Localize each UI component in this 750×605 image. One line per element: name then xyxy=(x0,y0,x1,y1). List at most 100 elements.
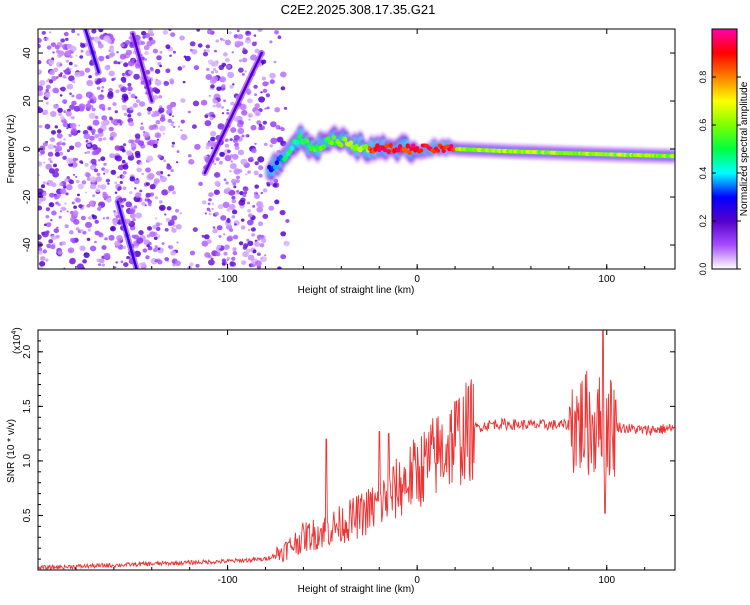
noise-blob xyxy=(47,78,50,81)
noise-blob xyxy=(247,219,254,226)
noise-blob xyxy=(74,158,79,161)
noise-blob xyxy=(216,86,222,92)
noise-blob xyxy=(247,209,252,213)
y-tick-label: 0 xyxy=(22,146,33,152)
noise-blob xyxy=(234,40,242,47)
noise-blob xyxy=(79,55,84,59)
noise-blob xyxy=(180,98,186,103)
noise-blob xyxy=(170,101,177,108)
noise-blob xyxy=(112,102,117,107)
signal-core xyxy=(386,149,391,155)
noise-blob xyxy=(38,60,42,65)
noise-blob xyxy=(125,40,131,45)
noise-blob xyxy=(48,239,54,244)
noise-blob xyxy=(50,244,56,250)
noise-blob xyxy=(77,130,81,133)
noise-blob xyxy=(150,39,156,45)
noise-blob xyxy=(235,179,240,184)
noise-blob xyxy=(39,153,42,157)
spectrogram-ticks: -100 0 100 -40 -20 0 20 40 xyxy=(22,29,675,285)
x-tick-label: -100 xyxy=(218,575,238,586)
noise-blob xyxy=(120,86,127,93)
noise-blob xyxy=(248,118,251,121)
noise-blob xyxy=(71,29,76,33)
signal-core xyxy=(348,140,354,146)
noise-blob xyxy=(207,202,211,206)
noise-blob xyxy=(92,119,100,126)
noise-blob xyxy=(96,86,101,91)
noise-blob xyxy=(78,204,83,209)
noise-blob xyxy=(210,130,217,137)
noise-blob xyxy=(139,126,145,131)
noise-blob xyxy=(257,29,263,32)
noise-blob xyxy=(208,210,212,212)
noise-blob xyxy=(157,247,161,251)
y-tick-label: 0.5 xyxy=(22,508,33,522)
noise-blob xyxy=(221,106,225,109)
noise-blob xyxy=(80,229,84,233)
noise-blob xyxy=(65,59,70,63)
snr-multiplier: (x104) xyxy=(11,327,23,354)
noise-blob xyxy=(42,249,47,254)
noise-blob xyxy=(75,54,78,57)
noise-blob xyxy=(101,263,106,267)
noise-blob xyxy=(254,110,261,117)
snr-ylabel: SNR (10 * v/v) xyxy=(6,419,17,483)
noise-blob xyxy=(74,64,78,68)
noise-blob xyxy=(86,204,91,208)
noise-blob xyxy=(238,169,243,173)
noise-blob xyxy=(224,246,229,251)
noise-blob xyxy=(140,41,145,45)
noise-blob xyxy=(77,193,80,197)
noise-blob xyxy=(167,174,170,177)
noise-blob xyxy=(105,178,110,183)
noise-blob xyxy=(233,185,237,189)
noise-blob xyxy=(54,152,61,157)
noise-blob xyxy=(48,59,55,65)
noise-blob xyxy=(230,101,235,106)
noise-blob xyxy=(170,168,174,173)
noise-blob xyxy=(128,92,131,95)
noise-blob xyxy=(44,123,51,130)
noise-blob xyxy=(249,156,254,160)
noise-blob xyxy=(241,260,247,265)
noise-blob xyxy=(159,222,163,225)
noise-blob xyxy=(108,234,115,241)
noise-blob xyxy=(229,138,233,142)
noise-blob xyxy=(56,226,59,229)
noise-blob xyxy=(110,169,117,175)
noise-blob xyxy=(95,176,103,183)
noise-blob xyxy=(45,101,49,105)
snr-multiplier-prefix: (x10 xyxy=(12,334,23,354)
noise-blob xyxy=(41,31,46,35)
noise-blob xyxy=(102,137,107,141)
noise-blob xyxy=(85,139,89,143)
noise-blob xyxy=(114,145,121,151)
noise-blob xyxy=(223,233,226,236)
noise-blob xyxy=(246,37,250,41)
noise-blob xyxy=(189,48,193,52)
noise-blob xyxy=(93,36,101,43)
noise-blob xyxy=(246,238,250,242)
noise-blob xyxy=(224,39,232,46)
noise-blob xyxy=(40,149,46,155)
noise-blob xyxy=(266,106,270,110)
noise-blob xyxy=(239,103,247,111)
noise-blob xyxy=(234,223,237,226)
noise-blob xyxy=(143,45,150,51)
noise-blob xyxy=(114,155,120,161)
noise-blob xyxy=(182,65,186,68)
noise-blob xyxy=(98,137,103,142)
noise-blob xyxy=(202,51,209,57)
noise-blob xyxy=(252,205,256,208)
noise-blob xyxy=(226,256,230,260)
noise-blob xyxy=(280,71,287,78)
noise-blob xyxy=(66,157,74,164)
noise-blob xyxy=(152,143,158,149)
noise-blob xyxy=(241,73,245,76)
noise-blob xyxy=(256,206,264,213)
noise-blob xyxy=(53,228,59,234)
noise-blob xyxy=(38,90,42,96)
noise-blob xyxy=(152,48,158,54)
noise-blob xyxy=(50,111,57,117)
